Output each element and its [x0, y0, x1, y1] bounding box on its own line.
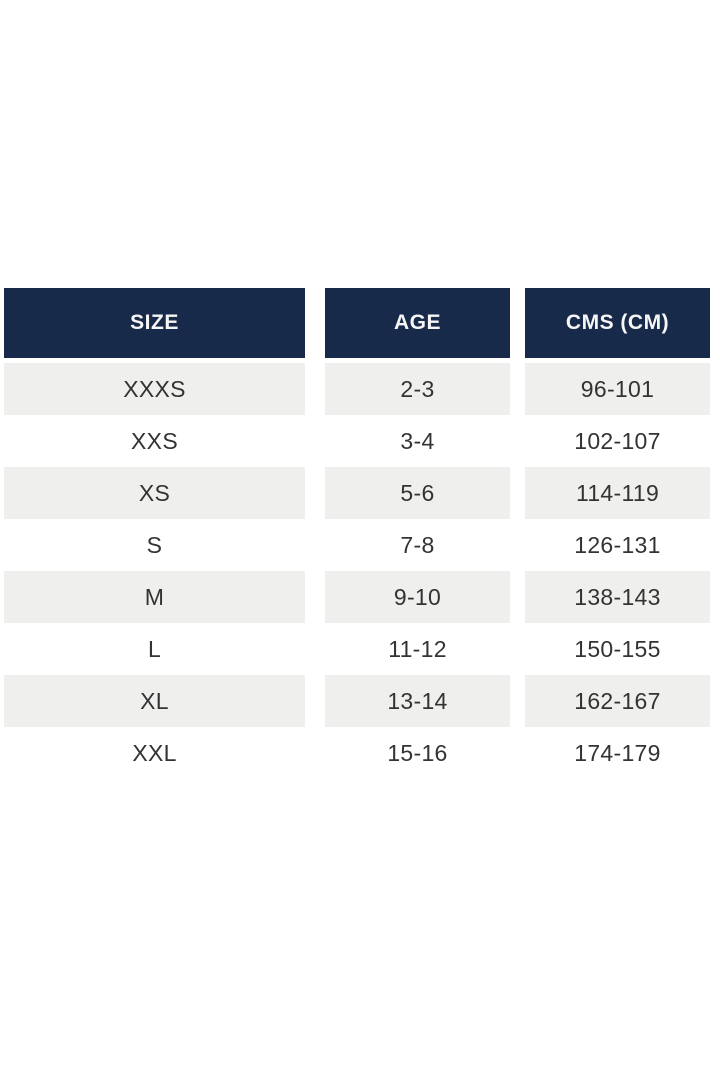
age-cell: 13-14	[325, 675, 510, 727]
size-cell: L	[4, 623, 305, 675]
cms-cell: 138-143	[525, 571, 710, 623]
cms-cell: 102-107	[525, 415, 710, 467]
size-column: SIZE XXXS XXS XS S M L XL XXL	[4, 288, 305, 779]
age-cell: 3-4	[325, 415, 510, 467]
cms-cell: 174-179	[525, 727, 710, 779]
cms-cell: 96-101	[525, 363, 710, 415]
age-column-body: 2-3 3-4 5-6 7-8 9-10 11-12 13-14 15-16	[325, 363, 510, 779]
column-header-age: AGE	[325, 288, 510, 358]
size-cell: XL	[4, 675, 305, 727]
column-header-size: SIZE	[4, 288, 305, 358]
age-cell: 2-3	[325, 363, 510, 415]
size-chart-table: SIZE XXXS XXS XS S M L XL XXL AGE 2-3 3-…	[4, 288, 710, 779]
cms-column: CMS (CM) 96-101 102-107 114-119 126-131 …	[525, 288, 710, 779]
cms-cell: 162-167	[525, 675, 710, 727]
age-cell: 5-6	[325, 467, 510, 519]
cms-cell: 114-119	[525, 467, 710, 519]
cms-cell: 150-155	[525, 623, 710, 675]
cms-cell: 126-131	[525, 519, 710, 571]
size-cell: XS	[4, 467, 305, 519]
age-cell: 15-16	[325, 727, 510, 779]
age-column: AGE 2-3 3-4 5-6 7-8 9-10 11-12 13-14 15-…	[325, 288, 510, 779]
age-cell: 11-12	[325, 623, 510, 675]
cms-column-body: 96-101 102-107 114-119 126-131 138-143 1…	[525, 363, 710, 779]
size-column-body: XXXS XXS XS S M L XL XXL	[4, 363, 305, 779]
column-header-cms: CMS (CM)	[525, 288, 710, 358]
size-cell: XXS	[4, 415, 305, 467]
size-cell: XXXS	[4, 363, 305, 415]
size-cell: M	[4, 571, 305, 623]
size-cell: S	[4, 519, 305, 571]
age-cell: 7-8	[325, 519, 510, 571]
size-cell: XXL	[4, 727, 305, 779]
age-cell: 9-10	[325, 571, 510, 623]
